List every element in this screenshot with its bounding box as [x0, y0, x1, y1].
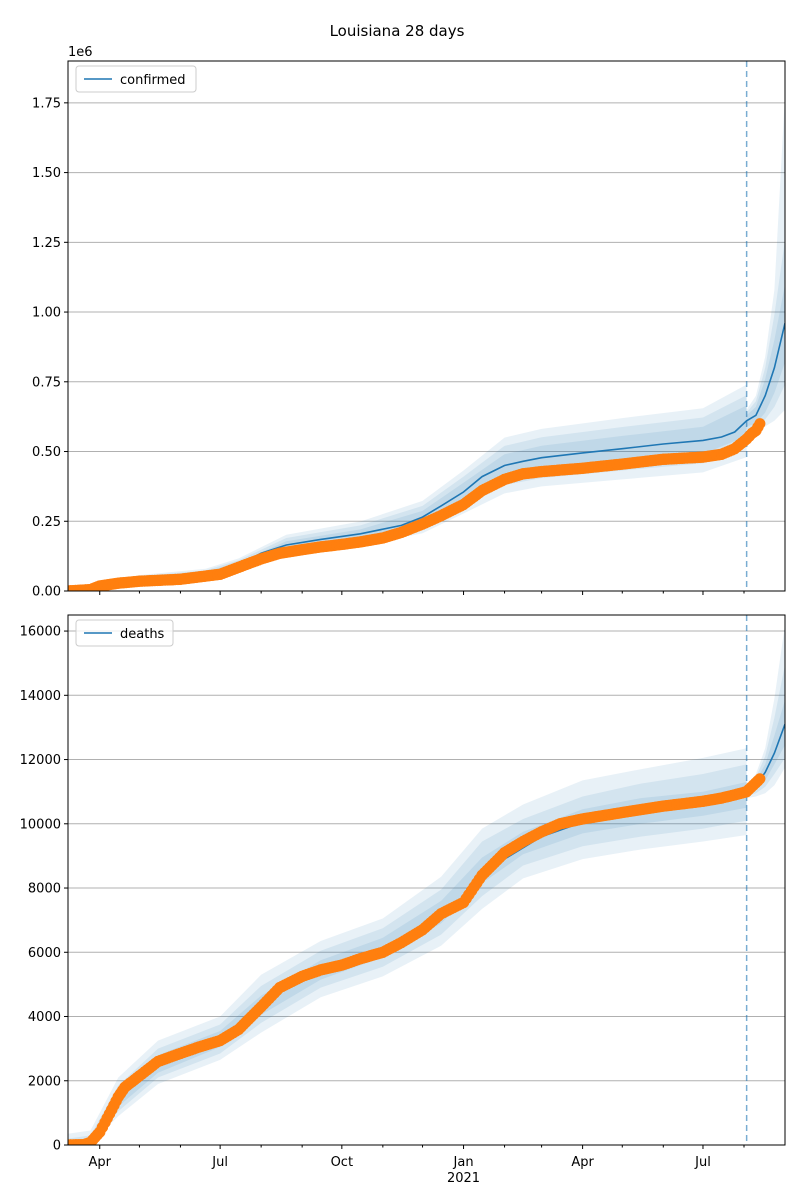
y-tick-label: 12000	[20, 753, 61, 768]
y-tick-label: 1.25	[32, 236, 61, 251]
y-tick-label: 8000	[28, 882, 61, 897]
legend-label-deaths: deaths	[120, 627, 165, 642]
y-tick-label: 1.50	[32, 166, 61, 181]
confirmed-plot-area	[68, 61, 785, 591]
axes-frame	[67, 60, 786, 592]
deaths-plot-area	[68, 615, 785, 1145]
uncertainty-band-middle	[68, 395, 747, 591]
y-tick-label: 0	[53, 1139, 61, 1154]
y-tick-label: 4000	[28, 1010, 61, 1025]
y-tick-label: 6000	[28, 946, 61, 961]
deaths-panel: 0 2000 4000 6000 8000 10000 12000 14000 16000 Apr…	[20, 614, 786, 1186]
uncertainty-band-inner	[68, 782, 747, 1145]
forecast-band-middle	[746, 239, 785, 430]
legend-frame	[75, 65, 197, 93]
y-tick-label: 1.00	[32, 306, 61, 321]
axes-frame	[67, 614, 786, 1146]
uncertainty-band-outer	[68, 748, 747, 1145]
x-tick-label: Jul	[694, 1155, 711, 1170]
legend-label-confirmed: confirmed	[120, 73, 186, 88]
x-tick-year-label: 2021	[447, 1171, 480, 1186]
y-tick-label: 0.75	[32, 375, 61, 390]
legend-frame	[75, 619, 174, 647]
y-tick-label: 0.25	[32, 515, 61, 530]
y-offset-text: 1e6	[68, 45, 93, 60]
x-tick-label: Oct	[331, 1155, 353, 1170]
y-tick-label: 2000	[28, 1074, 61, 1089]
observed-point	[754, 773, 766, 785]
deaths-legend: deaths	[75, 619, 174, 647]
y-tick-label: 0.50	[32, 445, 61, 460]
y-tick-label: 1.75	[32, 96, 61, 111]
forecast-band-outer	[746, 94, 785, 432]
y-tick-label: 10000	[20, 817, 61, 832]
x-tick-label: Apr	[88, 1155, 111, 1170]
y-tick-label: 16000	[20, 625, 61, 640]
y-tick-label: 14000	[20, 689, 61, 704]
confirmed-legend: confirmed	[75, 65, 197, 93]
confirmed-panel: 1e6 0.00 0.25 0.50 0.75 1.00 1.25 1.50 1.75 con…	[32, 45, 786, 600]
forecast-band-middle	[746, 664, 785, 797]
x-tick-label: Apr	[571, 1155, 594, 1170]
x-tick-label: Jan	[453, 1155, 474, 1170]
uncertainty-band-outer	[68, 384, 747, 591]
uncertainty-band-inner	[68, 405, 747, 591]
figure-title: Louisiana 28 days	[330, 22, 465, 40]
observed-point	[754, 418, 766, 430]
x-tick-label: Jul	[211, 1155, 228, 1170]
y-tick-label: 0.00	[32, 585, 61, 600]
forecast-band-outer	[746, 624, 785, 799]
